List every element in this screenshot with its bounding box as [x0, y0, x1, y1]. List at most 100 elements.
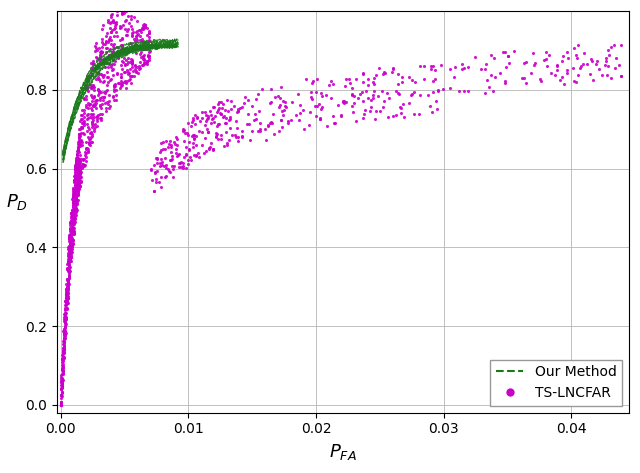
Point	[89, 93, 99, 101]
Point	[299, 125, 309, 133]
Point	[99, 72, 109, 79]
Point	[61, 298, 72, 306]
Point	[118, 44, 128, 52]
Point	[145, 43, 155, 50]
Point	[552, 61, 563, 69]
Point	[484, 84, 494, 91]
Point	[186, 122, 196, 130]
Point	[291, 111, 301, 119]
Point	[64, 253, 74, 261]
Point	[81, 85, 92, 93]
Point	[276, 123, 287, 131]
Point	[73, 145, 83, 152]
Point	[58, 366, 68, 373]
Point	[93, 69, 103, 77]
Point	[143, 44, 153, 52]
Point	[117, 65, 127, 72]
Point	[99, 93, 109, 101]
Point	[204, 112, 214, 120]
Point	[119, 54, 129, 62]
Point	[133, 69, 143, 77]
Point	[178, 162, 188, 169]
Point	[92, 68, 102, 76]
Point	[500, 77, 510, 85]
Point	[138, 43, 148, 50]
Point	[224, 136, 234, 144]
Point	[70, 195, 80, 202]
Point	[109, 60, 119, 67]
Point	[93, 70, 104, 78]
Point	[72, 156, 83, 164]
Point	[70, 175, 81, 183]
Point	[132, 36, 142, 44]
Point	[97, 25, 108, 33]
Point	[129, 62, 140, 70]
Point	[382, 89, 392, 97]
Point	[56, 380, 67, 388]
Point	[89, 114, 99, 121]
Point	[82, 115, 92, 123]
Point	[571, 78, 581, 86]
Point	[72, 167, 83, 175]
Point	[74, 169, 84, 177]
Point	[116, 82, 126, 90]
Point	[231, 133, 241, 140]
Point	[72, 166, 82, 174]
Point	[64, 256, 74, 263]
Point	[68, 193, 79, 200]
Point	[86, 83, 96, 91]
Point	[65, 247, 75, 255]
Point	[60, 301, 70, 309]
Point	[220, 107, 230, 114]
Point	[180, 150, 191, 158]
Point	[64, 260, 74, 268]
Point	[603, 47, 613, 54]
Point	[56, 371, 67, 378]
Point	[86, 138, 97, 146]
Point	[61, 291, 71, 299]
Point	[72, 154, 82, 162]
Point	[56, 401, 67, 409]
Point	[72, 170, 82, 177]
Point	[68, 229, 79, 237]
Point	[111, 52, 122, 60]
Point	[209, 103, 220, 111]
Point	[70, 205, 81, 212]
Point	[66, 253, 76, 261]
Point	[197, 141, 207, 149]
Point	[58, 356, 68, 363]
Point	[111, 86, 122, 93]
Point	[309, 102, 319, 110]
Point	[58, 350, 68, 357]
Point	[68, 228, 79, 236]
Point	[65, 240, 76, 248]
Point	[60, 330, 70, 337]
Point	[74, 168, 84, 175]
Point	[445, 84, 455, 91]
Point	[110, 22, 120, 30]
Point	[73, 161, 83, 168]
Point	[57, 359, 67, 366]
Point	[97, 100, 107, 108]
Point	[260, 125, 270, 132]
Point	[74, 138, 84, 145]
Point	[189, 134, 199, 142]
Point	[604, 51, 614, 59]
Point	[136, 53, 146, 61]
Point	[74, 176, 84, 184]
Point	[70, 187, 80, 195]
Point	[58, 370, 68, 378]
Point	[419, 76, 429, 83]
Point	[147, 176, 157, 184]
Point	[73, 187, 83, 195]
Point	[132, 17, 142, 24]
Point	[61, 291, 71, 299]
Point	[359, 110, 369, 117]
Point	[67, 244, 77, 251]
Point	[56, 401, 66, 409]
Point	[58, 363, 68, 370]
Point	[138, 38, 148, 45]
Point	[127, 26, 137, 33]
Point	[501, 63, 511, 70]
Point	[58, 364, 68, 371]
